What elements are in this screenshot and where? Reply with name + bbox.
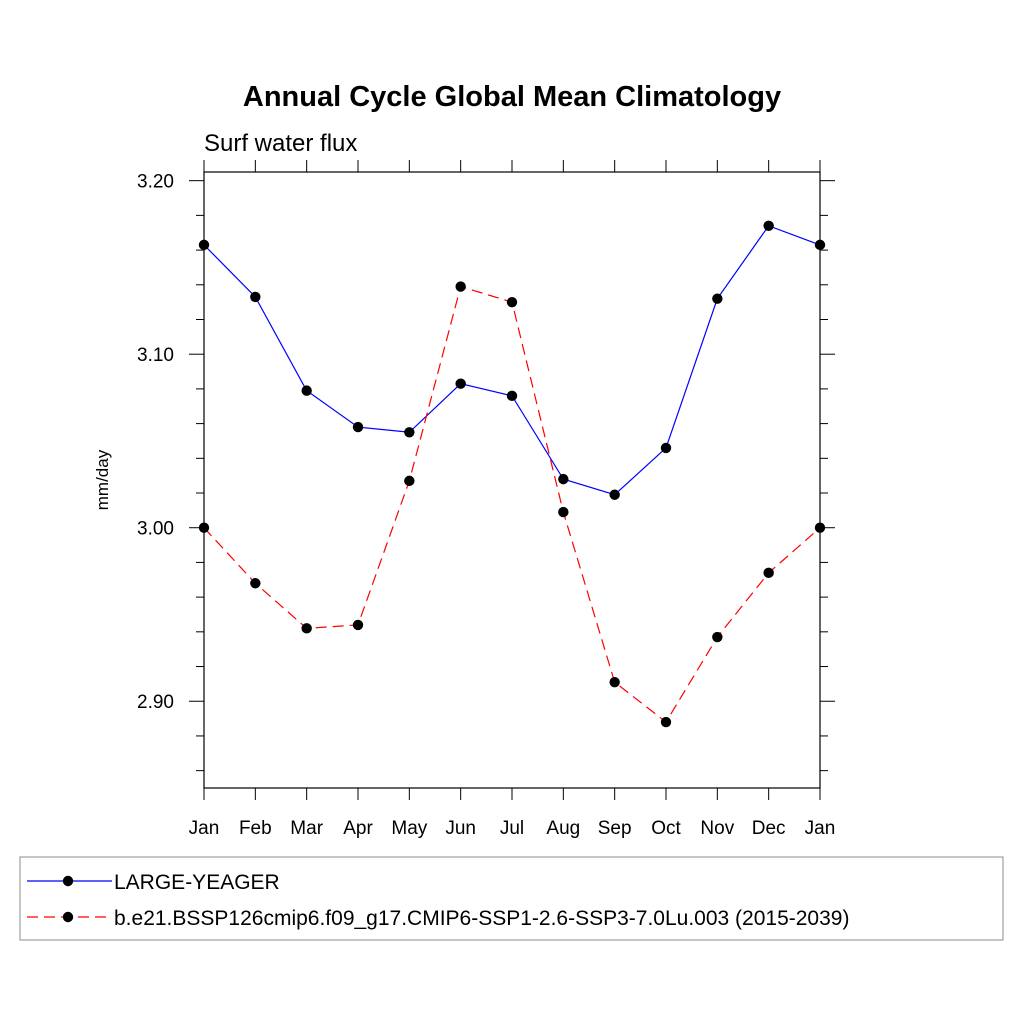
y-tick-label: 3.00 <box>137 519 174 540</box>
series-2-point <box>506 296 518 308</box>
y-axis-label: mm/day <box>93 449 112 510</box>
series-2-point <box>814 522 826 533</box>
series-1-point <box>301 385 312 396</box>
series-2-point <box>404 475 415 487</box>
series-line-1 <box>203 225 821 496</box>
chart-subtitle: Surf water flux <box>204 130 357 157</box>
x-tick-label: Sep <box>598 818 632 839</box>
series-1-point <box>352 421 364 433</box>
series-2-point <box>609 676 620 688</box>
series-1-point <box>763 220 774 231</box>
series-2-point <box>455 281 466 292</box>
series-1-point <box>506 390 518 402</box>
series-1-point <box>660 442 672 454</box>
series-1-point <box>404 427 415 438</box>
x-tick-label: Dec <box>752 818 786 839</box>
legend: LARGE-YEAGER b.e21.BSSP126cmip6.f09_g17.C… <box>27 871 849 930</box>
x-tick-label: Jun <box>445 818 476 839</box>
series-1-point <box>609 489 620 500</box>
series-1-point <box>558 473 569 485</box>
series-2-point <box>301 623 312 634</box>
series-2-point <box>558 506 569 518</box>
legend-label-1: LARGE-YEAGER <box>114 871 280 894</box>
x-tick-label: Mar <box>290 818 323 839</box>
series-1-point <box>198 239 210 251</box>
legend-label-2: b.e21.BSSP126cmip6.f09_g17.CMIP6-SSP1-2.… <box>114 907 849 930</box>
legend-marker-1 <box>62 875 74 887</box>
x-tick-label: Aug <box>546 818 580 839</box>
y-tick-label: 3.20 <box>137 172 174 193</box>
series-2-point <box>250 578 261 589</box>
legend-marker-2 <box>62 911 74 923</box>
series-2-point <box>198 522 210 533</box>
series-2-point <box>660 716 672 728</box>
chart-title: Annual Cycle Global Mean Climatology <box>243 81 781 113</box>
y-tick-label: 3.10 <box>137 345 174 366</box>
x-tick-label: May <box>391 818 427 839</box>
x-tick-label: Jul <box>500 818 524 839</box>
series-2-point <box>763 567 774 579</box>
series-1-point <box>814 239 826 251</box>
series-1-point <box>712 293 723 304</box>
legend-box <box>19 856 1004 941</box>
x-tick-label: Jan <box>189 818 220 839</box>
x-tick-label: Apr <box>343 818 373 839</box>
axis-ticks: Jan Feb Mar Apr May Jun Jul Aug Sep Oct Nov Dec Jan 2… <box>137 160 835 839</box>
series-1-point <box>250 291 261 303</box>
x-tick-label: Jan <box>805 818 836 839</box>
series-1-point <box>455 378 466 389</box>
series-2-point <box>352 619 364 631</box>
series-layer <box>198 220 826 728</box>
x-tick-label: Nov <box>700 818 734 839</box>
x-tick-label: Feb <box>239 818 272 839</box>
series-line-2 <box>203 285 821 723</box>
plot-frame <box>203 171 821 789</box>
x-tick-label: Oct <box>651 818 681 839</box>
series-2-point <box>712 631 723 643</box>
y-tick-label: 2.90 <box>137 692 174 713</box>
